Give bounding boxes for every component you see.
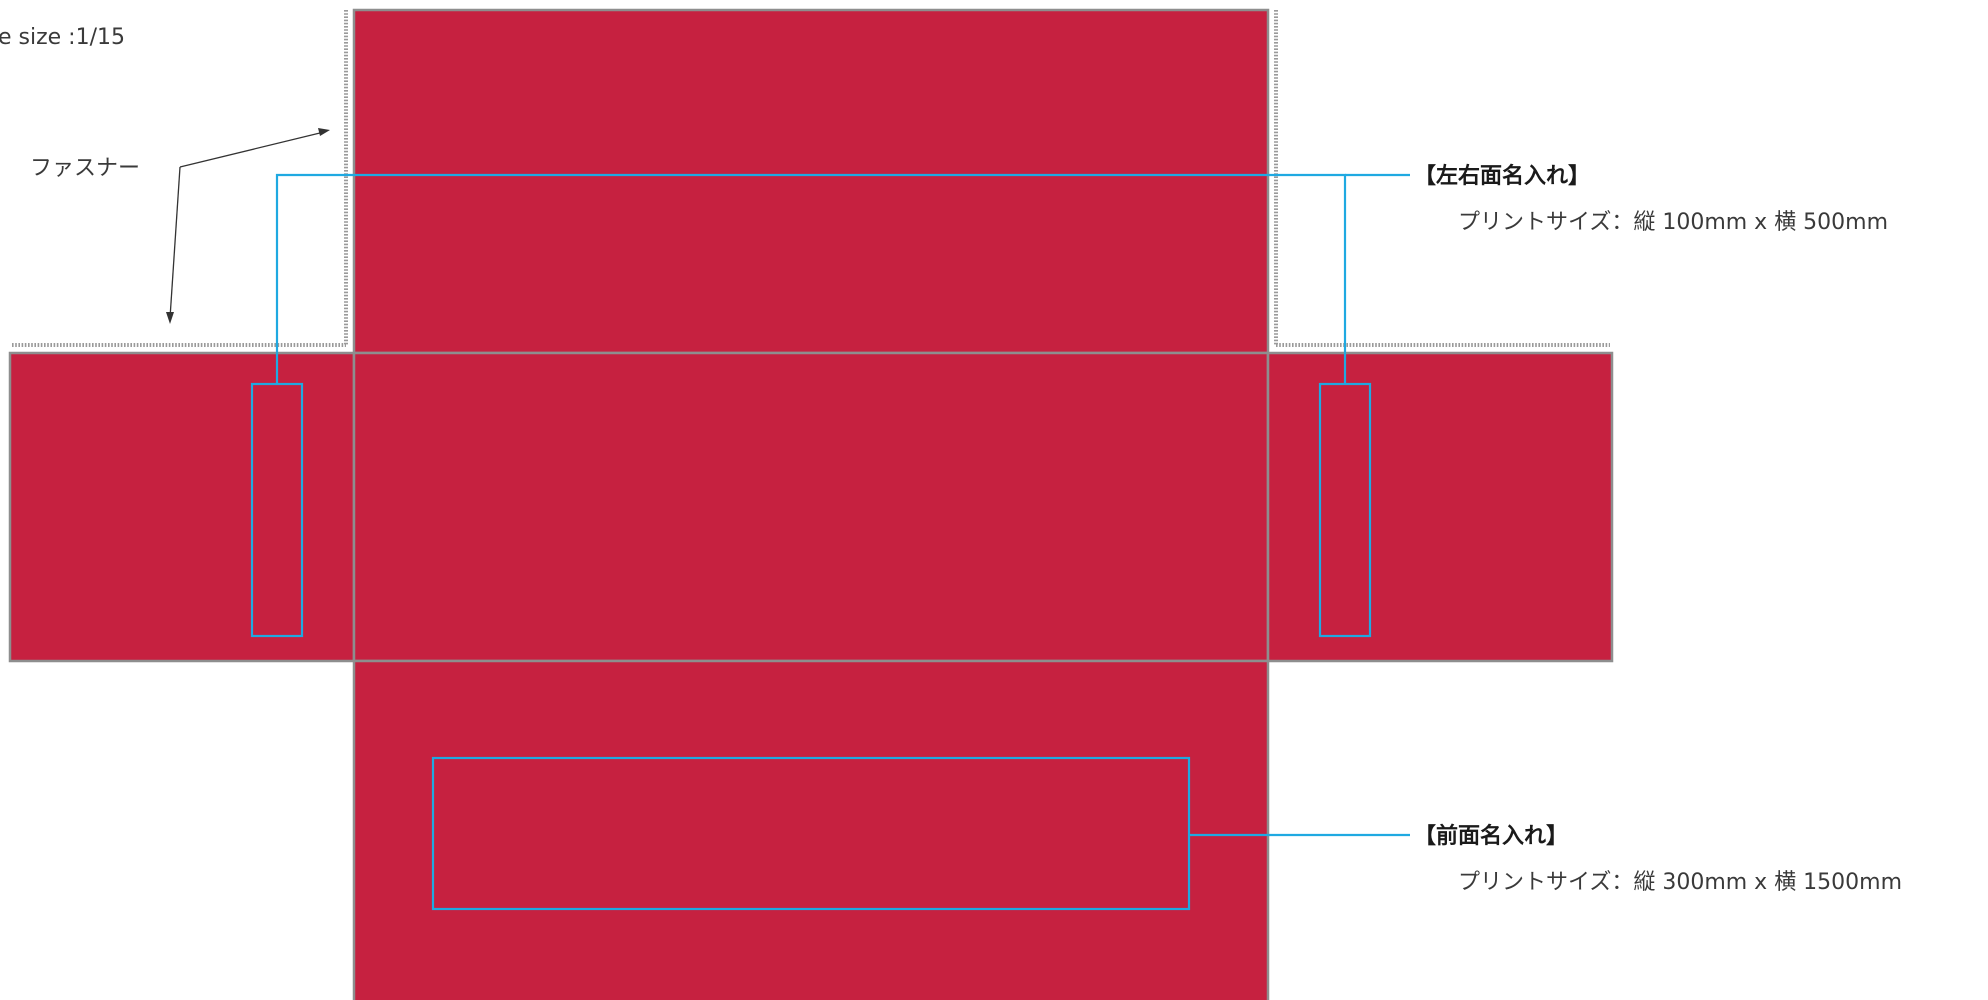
panel-top xyxy=(352,8,1270,355)
panel-left-side xyxy=(8,351,356,663)
panel-center xyxy=(352,351,1270,663)
fastener-arrow-down-line xyxy=(169,166,181,319)
side-print-size: プリントサイズ：縦 100mm x 横 500mm xyxy=(1458,210,1888,235)
panel-right-side xyxy=(1266,351,1614,663)
panel-front xyxy=(352,659,1270,1000)
scale-label: e size :1/15 xyxy=(0,25,125,50)
fastener-arrow-up-head xyxy=(318,128,330,136)
fastener-label: ファスナー xyxy=(30,156,140,181)
front-print-heading: 【前面名入れ】 xyxy=(1414,823,1568,849)
front-print-size: プリントサイズ：縦 300mm x 横 1500mm xyxy=(1458,870,1902,895)
side-print-heading: 【左右面名入れ】 xyxy=(1414,163,1590,189)
fastener-arrow-up-line xyxy=(179,131,325,168)
leader-side-print xyxy=(275,173,1347,384)
fastener-arrow-down-head xyxy=(166,312,174,324)
print-area-front xyxy=(431,756,1191,911)
